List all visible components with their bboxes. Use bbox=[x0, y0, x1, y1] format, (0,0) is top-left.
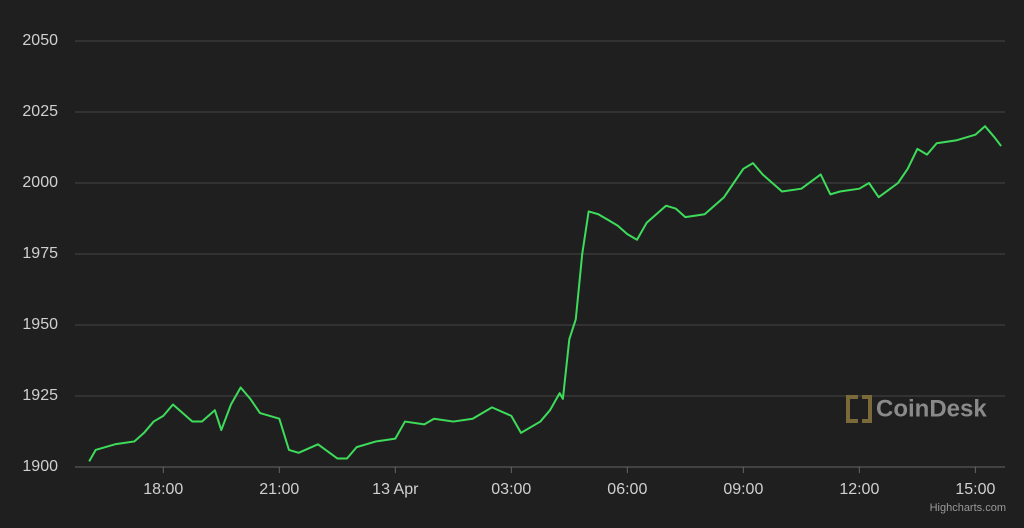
x-tick-label: 03:00 bbox=[491, 481, 531, 498]
x-tick-label: 15:00 bbox=[955, 481, 995, 498]
y-tick-label: 1900 bbox=[22, 458, 58, 475]
x-tick-label: 09:00 bbox=[723, 481, 763, 498]
y-tick-label: 1975 bbox=[22, 245, 58, 262]
watermark-logo bbox=[846, 395, 872, 423]
y-tick-label: 2050 bbox=[22, 32, 58, 49]
y-tick-label: 2000 bbox=[22, 174, 58, 191]
x-tick-label: 06:00 bbox=[607, 481, 647, 498]
grid bbox=[75, 40, 1005, 468]
y-tick-label: 1950 bbox=[22, 316, 58, 333]
x-tick-label: 12:00 bbox=[839, 481, 879, 498]
credits: Highcharts.com bbox=[930, 502, 1006, 514]
x-tick-label: 18:00 bbox=[143, 481, 183, 498]
y-tick-label: 2025 bbox=[22, 103, 58, 120]
price-line bbox=[88, 125, 1002, 462]
watermark: CoinDesk bbox=[876, 395, 987, 422]
x-tick-label: 13 Apr bbox=[372, 481, 419, 498]
y-tick-label: 1925 bbox=[22, 387, 58, 404]
x-tick-label: 21:00 bbox=[259, 481, 299, 498]
